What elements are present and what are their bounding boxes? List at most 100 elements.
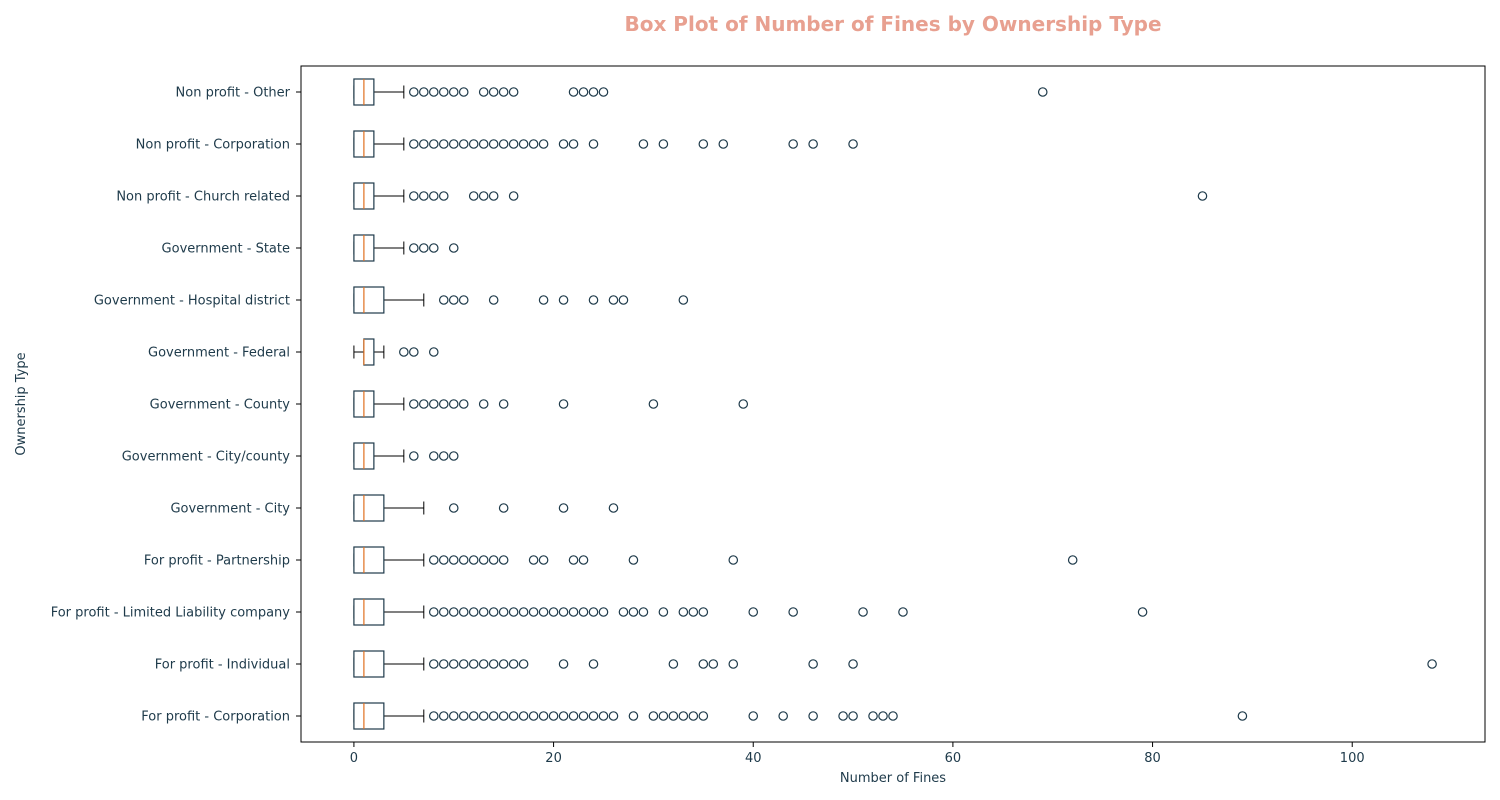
outlier-point — [409, 399, 419, 409]
outlier-point — [498, 555, 509, 565]
outlier-point — [468, 659, 479, 669]
outlier-point — [808, 659, 818, 669]
outlier-point — [399, 347, 409, 357]
outlier-point — [458, 555, 469, 565]
box — [353, 650, 385, 678]
outlier-point — [588, 295, 599, 305]
outlier-point — [588, 607, 599, 617]
outlier-point — [658, 139, 669, 149]
outlier-point — [468, 555, 479, 565]
outlier-point — [448, 711, 459, 721]
outlier-point — [588, 87, 599, 97]
outlier-point — [428, 555, 439, 565]
outlier-point — [458, 139, 469, 149]
outlier-point — [478, 555, 489, 565]
outlier-point — [478, 191, 489, 201]
outlier-point — [548, 711, 559, 721]
outlier-point — [558, 139, 569, 149]
outlier-point — [728, 555, 739, 565]
outlier-point — [488, 191, 499, 201]
outlier-point — [698, 659, 709, 669]
outlier-point — [458, 607, 469, 617]
x-tick-label: 0 — [350, 751, 358, 766]
outlier-point — [488, 139, 499, 149]
outlier-point — [488, 607, 499, 617]
outlier-point — [478, 659, 489, 669]
box-group — [353, 130, 858, 158]
outlier-point — [658, 711, 669, 721]
y-tick-label: Non profit - Other — [176, 86, 291, 101]
outlier-point — [628, 555, 639, 565]
outlier-point — [508, 711, 519, 721]
outlier-point — [528, 139, 539, 149]
outlier-point — [558, 659, 569, 669]
outlier-point — [808, 139, 818, 149]
outlier-point — [418, 87, 429, 97]
y-tick-label: Non profit - Corporation — [136, 138, 290, 153]
plot-area — [353, 78, 1437, 730]
box — [353, 702, 385, 730]
outlier-point — [628, 711, 639, 721]
outlier-point — [428, 191, 439, 201]
outlier-point — [548, 607, 559, 617]
outlier-point — [668, 659, 679, 669]
outlier-point — [538, 555, 549, 565]
outlier-point — [838, 711, 848, 721]
outlier-point — [538, 295, 549, 305]
outlier-point — [688, 711, 699, 721]
box-group — [353, 442, 459, 470]
x-tick-label: 20 — [545, 751, 562, 766]
y-tick-label: Government - City/county — [122, 450, 291, 465]
outlier-point — [418, 191, 429, 201]
y-tick-label: For profit - Corporation — [141, 710, 290, 725]
outlier-point — [808, 711, 818, 721]
y-axis-label: Ownership Type — [14, 352, 29, 455]
outlier-point — [448, 503, 459, 513]
outlier-point — [638, 607, 649, 617]
outlier-point — [748, 607, 759, 617]
outlier-point — [848, 139, 858, 149]
outlier-point — [588, 139, 599, 149]
outlier-point — [618, 607, 629, 617]
outlier-point — [848, 711, 858, 721]
outlier-point — [518, 659, 529, 669]
outlier-point — [638, 139, 649, 149]
outlier-point — [448, 607, 459, 617]
outlier-point — [1067, 555, 1078, 565]
outlier-point — [618, 295, 629, 305]
y-tick-label: Government - Federal — [148, 346, 290, 361]
outlier-point — [658, 607, 669, 617]
outlier-point — [518, 711, 529, 721]
outlier-point — [498, 711, 509, 721]
y-tick-label: Non profit - Church related — [116, 190, 290, 205]
outlier-point — [478, 87, 489, 97]
outlier-point — [468, 607, 479, 617]
box — [353, 494, 385, 522]
outlier-point — [488, 659, 499, 669]
x-tick-label: 60 — [945, 751, 962, 766]
outlier-point — [448, 243, 459, 253]
outlier-point — [518, 139, 529, 149]
box-group — [353, 390, 749, 418]
outlier-point — [678, 711, 689, 721]
outlier-point — [498, 87, 509, 97]
outlier-point — [438, 451, 449, 461]
outlier-point — [708, 659, 719, 669]
outlier-point — [728, 659, 739, 669]
outlier-point — [488, 555, 499, 565]
outlier-point — [458, 87, 469, 97]
outlier-point — [428, 139, 439, 149]
outlier-point — [1237, 711, 1248, 721]
outlier-point — [558, 503, 569, 513]
outlier-point — [738, 399, 749, 409]
outlier-point — [448, 555, 459, 565]
outlier-point — [718, 139, 729, 149]
outlier-point — [458, 399, 469, 409]
outlier-point — [478, 399, 489, 409]
outlier-point — [458, 295, 469, 305]
outlier-point — [538, 607, 549, 617]
outlier-point — [608, 503, 619, 513]
outlier-point — [438, 555, 449, 565]
outlier-point — [678, 607, 689, 617]
outlier-point — [598, 711, 609, 721]
